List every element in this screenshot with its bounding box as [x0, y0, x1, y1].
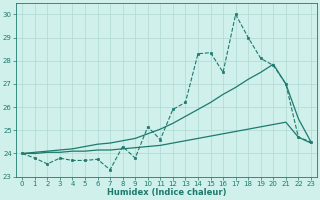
X-axis label: Humidex (Indice chaleur): Humidex (Indice chaleur)	[107, 188, 226, 197]
